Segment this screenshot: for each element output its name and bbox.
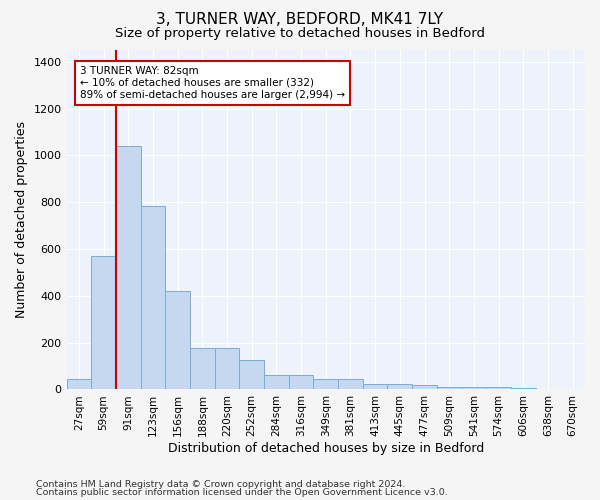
Bar [91, 256, 116, 390]
Bar [239, 360, 264, 390]
Bar [116, 146, 140, 390]
Bar [412, 385, 437, 390]
Bar [313, 379, 338, 390]
Text: 3 TURNER WAY: 82sqm
← 10% of detached houses are smaller (332)
89% of semi-detac: 3 TURNER WAY: 82sqm ← 10% of detached ho… [80, 66, 345, 100]
Bar [486, 387, 511, 390]
Bar [289, 375, 313, 390]
Bar [437, 386, 461, 390]
Bar [461, 386, 486, 390]
Bar [388, 384, 412, 390]
Bar [215, 348, 239, 390]
Text: 3, TURNER WAY, BEDFORD, MK41 7LY: 3, TURNER WAY, BEDFORD, MK41 7LY [157, 12, 443, 28]
Bar [140, 206, 165, 390]
Bar [264, 375, 289, 390]
X-axis label: Distribution of detached houses by size in Bedford: Distribution of detached houses by size … [167, 442, 484, 455]
Y-axis label: Number of detached properties: Number of detached properties [15, 121, 28, 318]
Bar [190, 348, 215, 390]
Bar [165, 291, 190, 390]
Text: Contains HM Land Registry data © Crown copyright and database right 2024.: Contains HM Land Registry data © Crown c… [36, 480, 406, 489]
Text: Contains public sector information licensed under the Open Government Licence v3: Contains public sector information licen… [36, 488, 448, 497]
Bar [363, 384, 388, 390]
Bar [511, 388, 536, 390]
Text: Size of property relative to detached houses in Bedford: Size of property relative to detached ho… [115, 28, 485, 40]
Bar [67, 380, 91, 390]
Bar [338, 379, 363, 390]
